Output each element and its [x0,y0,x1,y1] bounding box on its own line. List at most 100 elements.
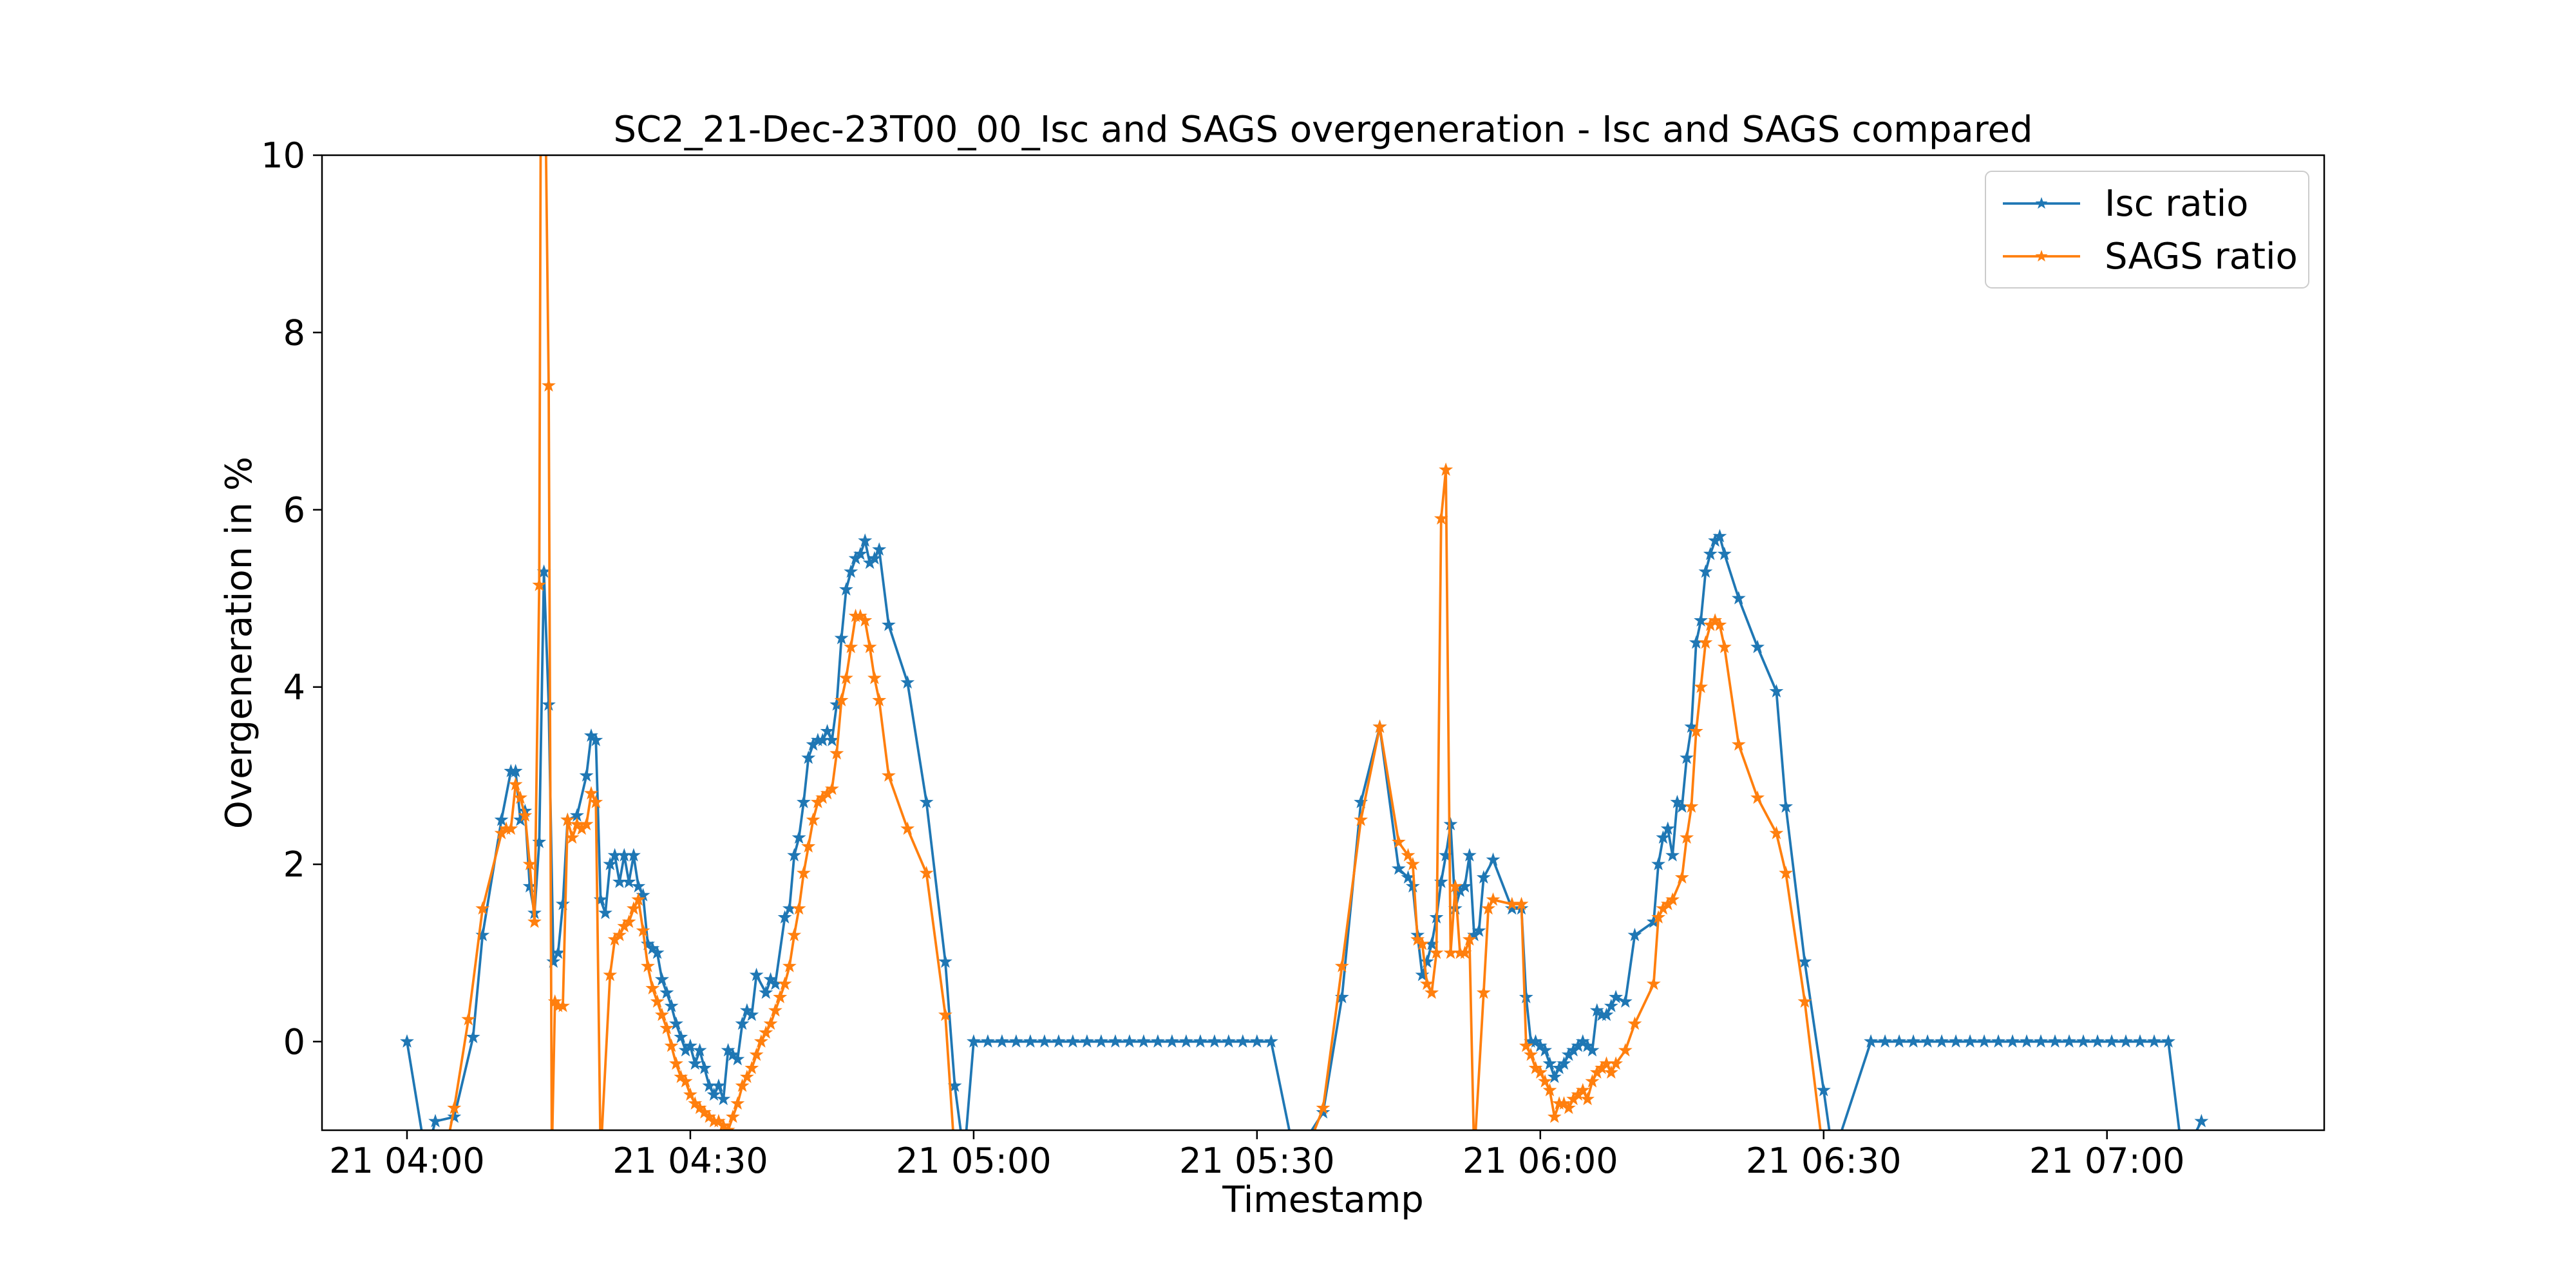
data-point [1920,1034,1935,1048]
data-point [938,1007,952,1021]
data-point [1712,529,1727,543]
data-point [508,764,523,777]
data-point [654,972,669,986]
data-point [1391,861,1406,875]
data-point [1627,927,1642,942]
data-point [730,1052,745,1066]
data-point [546,954,561,968]
data-point [725,1109,740,1123]
data-point [1779,866,1794,880]
data-point [1538,1043,1553,1057]
data-point [787,927,802,942]
data-point [668,1056,683,1070]
data-point [1604,1065,1618,1079]
data-point [796,866,811,880]
data-point [1797,954,1812,968]
data-point [829,746,844,760]
data-point [678,1074,693,1088]
data-point [1538,1074,1553,1088]
data-point [603,967,618,981]
series-layer [400,155,2209,1130]
data-point [1542,1083,1557,1097]
data-point [721,1122,735,1130]
data-point [2161,1034,2175,1048]
data-point [806,812,820,826]
data-point [1486,852,1501,866]
data-point [777,910,792,924]
data-point [1627,1016,1642,1030]
data-point [1405,857,1420,871]
data-point [2062,1034,2077,1048]
data-point [858,613,873,627]
data-point [881,768,896,782]
data-point [824,781,839,795]
data-point [626,848,641,862]
data-point [1712,617,1727,631]
data-point [2090,1034,2105,1048]
data-point [1618,1043,1633,1057]
data-point [711,1078,726,1092]
data-point [1122,1034,1137,1048]
data-point [834,630,849,645]
data-point [1462,848,1477,862]
data-point [1684,799,1699,813]
legend: Isc ratio SAGS ratio [1985,171,2309,289]
data-point [1472,923,1486,937]
data-point [706,1087,721,1101]
data-point [659,1021,674,1035]
data-point [716,1092,731,1106]
data-point [759,1025,773,1039]
data-point [1694,679,1709,694]
data-point [872,692,887,706]
data-point [739,1069,754,1083]
data-point [589,732,603,746]
data-point [579,768,594,782]
data-point [1609,989,1624,1003]
data-point [1769,826,1784,840]
data-point [1401,848,1416,862]
data-point [664,998,679,1012]
legend-label: Isc ratio [2105,183,2248,225]
series-1 [400,529,2209,1130]
data-point [1963,1034,1978,1048]
data-point [1108,1034,1122,1048]
data-point [692,1043,707,1057]
data-point [1651,857,1666,871]
x-tick-label: 21 07:00 [2029,1141,2185,1181]
data-point [1547,1109,1562,1123]
data-point [838,582,853,596]
data-point [1519,989,1533,1003]
data-point [791,901,806,915]
data-point [782,958,797,972]
data-point [1419,976,1434,990]
data-point [1065,1034,1080,1048]
data-point [980,1034,995,1048]
data-point [858,533,873,547]
data-point [1354,812,1368,826]
data-point [1164,1034,1179,1048]
data-point [1533,1065,1548,1079]
data-point [900,821,915,835]
data-point [1949,1034,1964,1048]
data-point [1609,1056,1624,1070]
data-point [612,927,627,942]
data-point [1977,1034,1992,1048]
data-point [447,1101,462,1114]
data-point [1079,1034,1094,1048]
data-point [2119,1034,2133,1048]
data-point [645,981,660,995]
x-axis-label: Timestamp [1222,1179,1424,1221]
data-point [744,1007,759,1021]
data-point [697,1061,712,1074]
data-point [1316,1101,1331,1114]
data-point [1547,1069,1562,1083]
data-point [1334,958,1349,972]
data-point [1665,892,1680,906]
data-point [824,732,839,746]
data-point [791,830,806,844]
data-point [1674,870,1689,884]
data-point [1580,1092,1595,1106]
data-point [1769,684,1784,698]
data-point [2005,1034,2020,1048]
